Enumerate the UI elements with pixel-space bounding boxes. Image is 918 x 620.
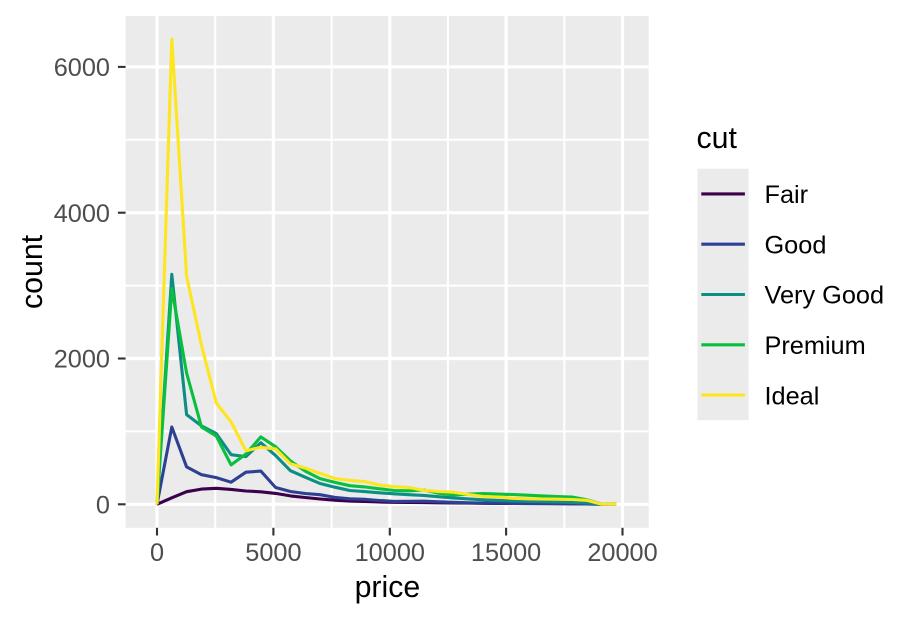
svg-text:0: 0 (150, 539, 164, 567)
svg-text:Very Good: Very Good (765, 282, 885, 310)
svg-text:count: count (16, 234, 49, 309)
svg-text:10000: 10000 (355, 539, 425, 567)
svg-text:0: 0 (96, 492, 110, 520)
svg-text:20000: 20000 (587, 539, 657, 567)
svg-text:Ideal: Ideal (765, 382, 820, 410)
svg-text:6000: 6000 (54, 54, 110, 82)
svg-text:price: price (355, 571, 421, 604)
svg-text:Good: Good (765, 231, 827, 259)
svg-text:cut: cut (697, 122, 738, 155)
svg-text:2000: 2000 (54, 346, 110, 374)
svg-text:Premium: Premium (765, 332, 866, 360)
svg-text:15000: 15000 (471, 539, 541, 567)
svg-text:Fair: Fair (765, 181, 809, 209)
svg-text:4000: 4000 (54, 200, 110, 228)
svg-text:5000: 5000 (245, 539, 301, 567)
